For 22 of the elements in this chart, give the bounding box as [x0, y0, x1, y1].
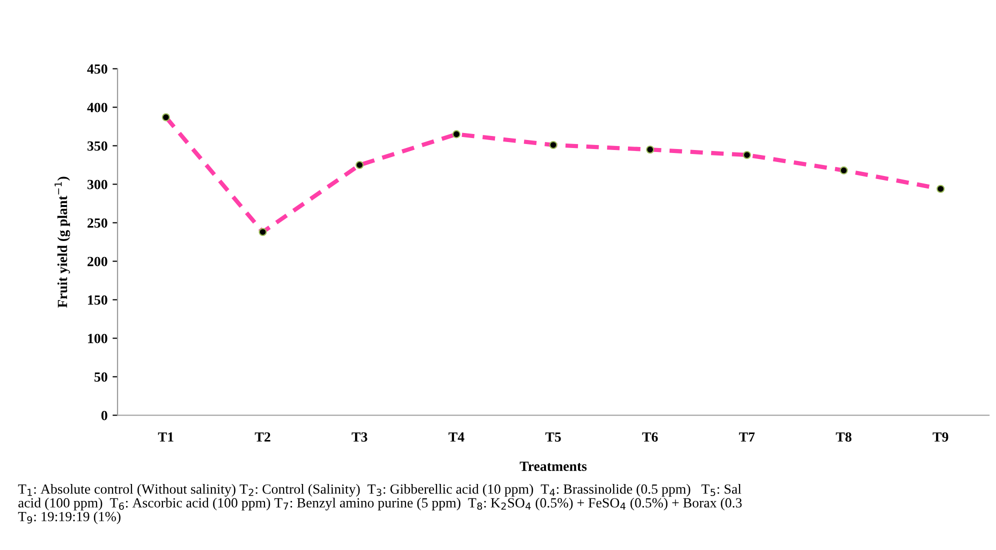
x-tick-label: T9 [932, 432, 948, 442]
x-tick-label: T1 [158, 432, 174, 442]
y-tick-label: 150 [88, 295, 108, 305]
x-tick-label: T6 [642, 432, 658, 442]
y-tick-label: 350 [87, 141, 108, 151]
x-tick-label: T2 [254, 432, 270, 442]
y-tick-label: 200 [88, 256, 108, 266]
x-tick-label: T8 [836, 432, 852, 442]
text: T$_{1}$: Absolute control (Without salinity) T$_{2}$: Control (Salinity) T$_{3}$: Gibberellic acid (10 ppm) T$_{4}$: Brassinolide (0.5 ppm) T$_{5}$: Sal acid (100 ppm) T$_{6}$: Ascorbic acid (100 ppm) T$_{7}$: Benzyl amino purine (5 ppm) T$_{8}$: K$_{2}$SO$_{4}$ (0.5%) + FeSO$_{4}$ (0.5%) + Borax (0.3 T$_{9}$: 19:19:19 (1%) [18, 484, 742, 524]
y-tick-label: 100 [88, 334, 108, 344]
y-axis-title: Fruit yield (g plant$^{−1}$) [54, 176, 70, 308]
x-tick-label: T3 [352, 432, 368, 442]
x-axis-title: Treatments [520, 462, 587, 471]
y-tick-label: 450 [87, 64, 108, 74]
y-tick-label: 0 [101, 410, 108, 420]
y-tick-label: 300 [87, 180, 108, 190]
x-tick-label: T7 [739, 432, 755, 442]
y-tick-label: 50 [94, 372, 108, 382]
y-tick-label: 250 [88, 218, 108, 228]
x-tick-label: T4 [448, 432, 464, 442]
y-tick-label: 400 [87, 102, 108, 112]
x-tick-label: T5 [545, 432, 561, 442]
